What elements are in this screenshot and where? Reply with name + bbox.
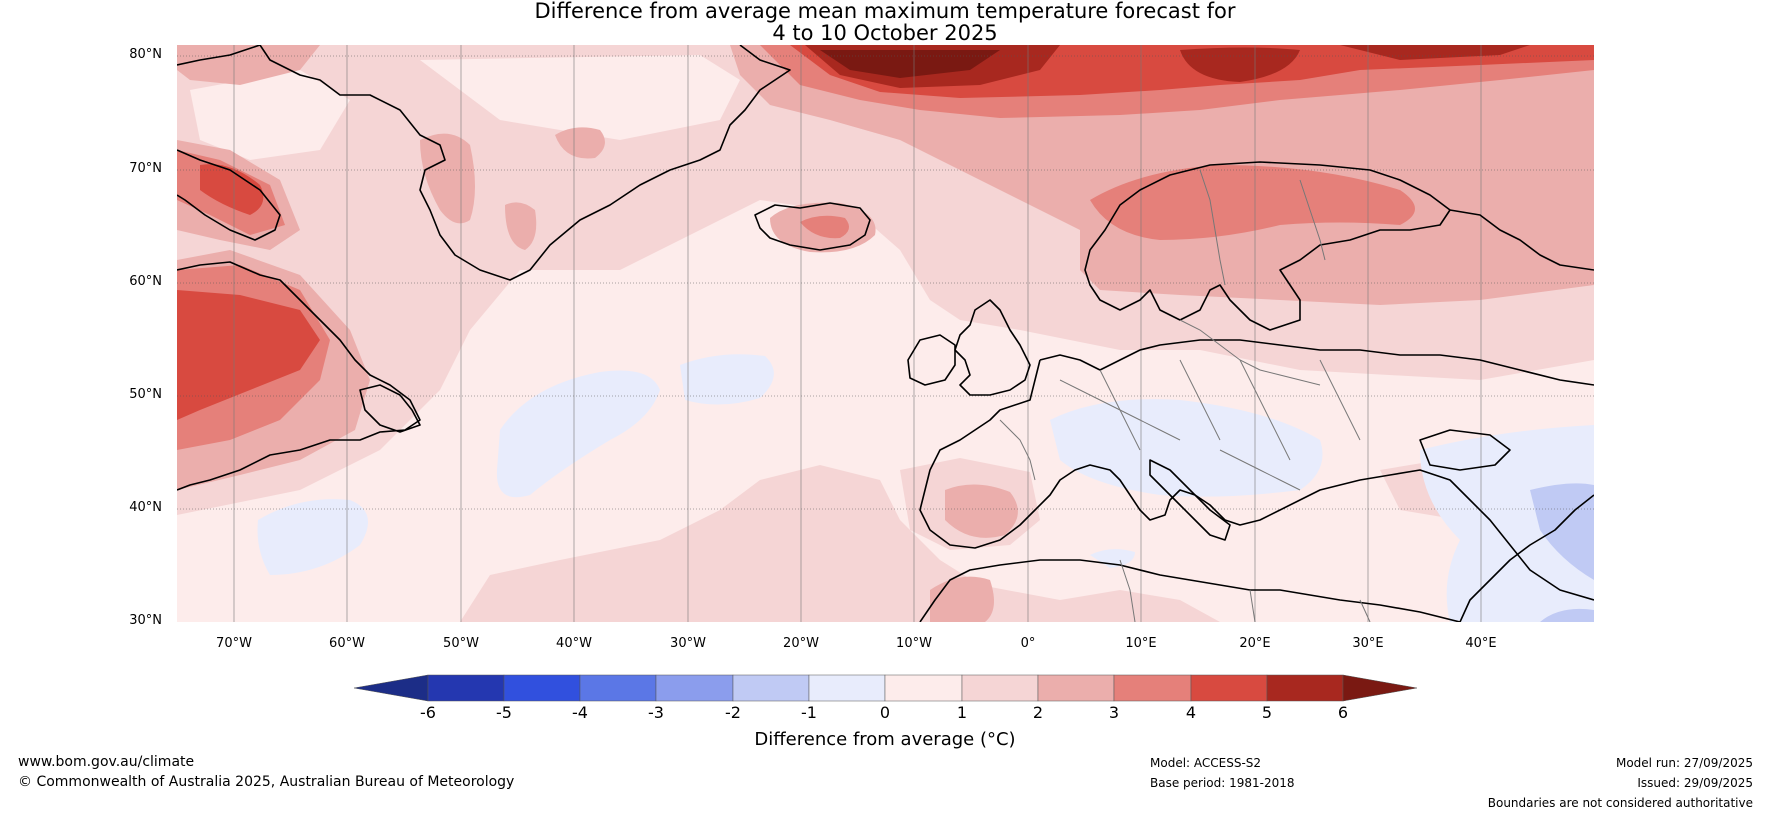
colorbar-bin-0-1 <box>884 674 963 702</box>
footer-model-run: Model run: 27/09/2025 <box>1615 756 1753 770</box>
footer-issued: Issued: 29/09/2025 <box>1637 776 1753 790</box>
lon-label-20e: 20°E <box>1239 636 1271 651</box>
anomaly-band-0-1-north <box>420 55 740 140</box>
lon-label-20w: 20°W <box>783 636 819 651</box>
coastline-kola <box>1449 209 1594 271</box>
footer-copyright: © Commonwealth of Australia 2025, Austra… <box>18 774 515 790</box>
colorbar-tick-neg2: -2 <box>725 703 741 722</box>
anomaly-band-neg1-0-atlantic <box>496 370 660 498</box>
lat-label-30n: 30°N <box>129 613 162 628</box>
coastline-europe-mainland <box>919 339 1594 601</box>
anomaly-band-3-4-iceland <box>800 215 849 239</box>
anomaly-band-0-1-greenland-west <box>190 70 350 160</box>
colorbar-extend-high <box>1342 674 1418 702</box>
colorbar-bin-1-2 <box>961 674 1039 702</box>
colorbar-tick-neg1: -1 <box>801 703 817 722</box>
anomaly-band-neg1-0-east <box>1420 425 1594 622</box>
anomaly-band-4-5-baffin <box>200 164 264 215</box>
colorbar-bin-3-4 <box>1113 674 1192 702</box>
lon-label-10w: 10°W <box>896 636 932 651</box>
meridians <box>233 45 1482 622</box>
colorbar-tick-neg3: -3 <box>648 703 664 722</box>
coastline-iceland <box>754 202 871 251</box>
anomaly-band-4-5-canada <box>177 290 320 420</box>
colorbar-bin-2-3 <box>1037 674 1115 702</box>
lon-label-40w: 40°W <box>556 636 592 651</box>
footer-disclaimer: Boundaries are not considered authoritat… <box>1487 796 1753 810</box>
anomaly-band-neg1-0-europe <box>1050 399 1323 497</box>
coastline-black-sea <box>1419 429 1511 471</box>
colorbar-bin-neg3-neg2 <box>655 674 734 702</box>
colorbar-tick-1: 1 <box>956 703 968 722</box>
lon-label-30e: 30°E <box>1352 636 1384 651</box>
anomaly-band-neg1-0-sw <box>257 499 368 575</box>
lat-label-60n: 60°N <box>129 274 162 289</box>
chart-title-line2: 4 to 10 October 2025 <box>772 21 998 45</box>
lon-label-10e: 10°E <box>1125 636 1157 651</box>
colorbar-bin-neg1-0 <box>808 674 886 702</box>
lon-label-60w: 60°W <box>329 636 365 651</box>
colorbar-tick-3: 3 <box>1108 703 1120 722</box>
coastline-greenland <box>259 45 791 281</box>
coastline-italy <box>1149 459 1231 541</box>
colorbar-tick-6: 6 <box>1337 703 1349 722</box>
footer-website: www.bom.gov.au/climate <box>18 754 195 770</box>
anomaly-band-neg2-neg1-se <box>1540 608 1594 622</box>
lon-label-40e: 40°E <box>1465 636 1497 651</box>
lat-label-80n: 80°N <box>129 47 162 62</box>
political-borders <box>999 169 1371 622</box>
colorbar-tick-neg4: -4 <box>572 703 588 722</box>
colorbar-bin-neg4-neg3 <box>579 674 657 702</box>
colorbar-tick-5: 5 <box>1261 703 1273 722</box>
map-field <box>177 45 1594 622</box>
colorbar-tick-4: 4 <box>1185 703 1197 722</box>
footer-model: Model: ACCESS-S2 <box>1150 756 1262 770</box>
lon-label-50w: 50°W <box>443 636 479 651</box>
coastline-north-africa <box>919 559 1461 622</box>
coastline-newfoundland <box>359 384 421 433</box>
anomaly-band-3-4-scandinavia <box>1090 165 1415 240</box>
anomaly-band-2-3-davis <box>505 202 537 250</box>
anomaly-band-5-6-kara <box>1340 45 1530 60</box>
graticule <box>177 55 1594 510</box>
colorbar-bin-4-5 <box>1190 674 1268 702</box>
anomaly-band-neg1-0-africa <box>1090 549 1135 568</box>
lon-label-0: 0° <box>1020 636 1036 651</box>
anomaly-band-2-3-denmark-strait <box>555 127 605 159</box>
anomaly-band-2-3-africa <box>930 576 994 622</box>
lon-label-70w: 70°W <box>216 636 252 651</box>
colorbar-tick-neg5: -5 <box>496 703 512 722</box>
colorbar-bin-neg6-neg5 <box>427 674 505 702</box>
anomaly-band-2-3-ellesmere <box>177 45 320 85</box>
lat-label-50n: 50°N <box>129 387 162 402</box>
colorbar <box>353 674 1418 702</box>
colorbar-tick-neg6: -6 <box>420 703 436 722</box>
colorbar-bin-5-6 <box>1266 674 1344 702</box>
colorbar-bin-neg5-neg4 <box>503 674 581 702</box>
coastline-baffin <box>177 149 281 241</box>
colorbar-bin-neg2-neg1 <box>732 674 810 702</box>
coastline-middle-east <box>1459 494 1594 622</box>
lon-label-30w: 30°W <box>670 636 706 651</box>
coastline-ellesmere <box>177 45 261 66</box>
anomaly-band-1-2-south <box>460 465 1220 622</box>
coastline-scandinavia <box>1084 161 1451 331</box>
lat-label-40n: 40°N <box>129 500 162 515</box>
footer-base-period: Base period: 1981-2018 <box>1150 776 1295 790</box>
chart-title-line1: Difference from average mean maximum tem… <box>534 0 1236 23</box>
colorbar-tick-2: 2 <box>1032 703 1044 722</box>
coastline-great-britain <box>954 299 1031 396</box>
anomaly-band-neg1-0-mid-atlantic <box>680 354 774 405</box>
coastline-labrador <box>177 261 421 491</box>
coastline-ireland <box>907 334 956 386</box>
anomaly-band-6-plus-svalbard <box>820 50 1000 78</box>
colorbar-extend-low <box>353 674 429 702</box>
colorbar-label: Difference from average (°C) <box>754 729 1016 750</box>
colorbar-tick-0: 0 <box>879 703 891 722</box>
anomaly-band-2-3-iberia <box>945 484 1018 538</box>
lat-label-70n: 70°N <box>129 161 162 176</box>
